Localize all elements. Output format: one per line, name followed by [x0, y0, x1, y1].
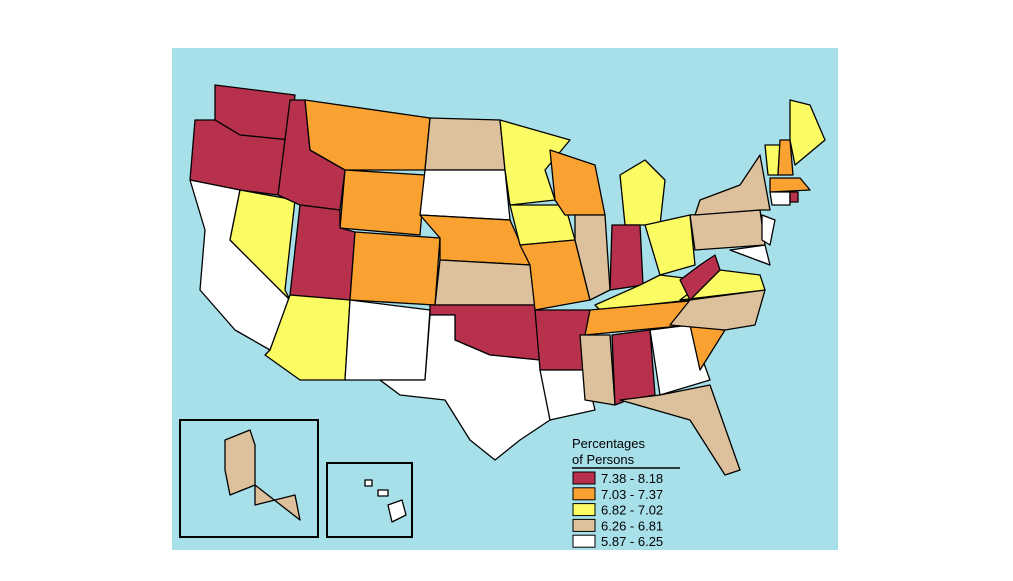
- legend-label: 6.82 - 7.02: [601, 503, 663, 518]
- state: [379, 314, 551, 461]
- state: [364, 479, 373, 487]
- state: [304, 99, 431, 171]
- state: [679, 254, 721, 301]
- state: [344, 299, 431, 381]
- state: [539, 369, 596, 421]
- legend-label: 7.38 - 8.18: [601, 471, 663, 486]
- state: [789, 191, 799, 203]
- state: [769, 191, 791, 206]
- legend-title: of Persons: [572, 452, 635, 467]
- legend-swatch: [572, 471, 596, 485]
- state: [777, 139, 794, 176]
- state: [339, 169, 426, 236]
- legend: Percentages of Persons 7.38 - 8.187.03 -…: [572, 436, 680, 549]
- state: [377, 489, 389, 497]
- state: [424, 117, 506, 171]
- legend-label: 5.87 - 6.25: [601, 534, 663, 549]
- state: [619, 384, 741, 476]
- state: [579, 334, 616, 406]
- state: [694, 154, 771, 216]
- state: [224, 429, 301, 521]
- state: [669, 289, 766, 331]
- state: [769, 177, 811, 193]
- state: [761, 214, 776, 246]
- states: [189, 84, 826, 523]
- state: [644, 214, 696, 276]
- state: [729, 244, 771, 266]
- state: [349, 231, 441, 306]
- state: [609, 224, 644, 291]
- legend-swatch: [572, 534, 596, 548]
- state: [611, 329, 656, 406]
- state: [519, 239, 591, 311]
- legend-label: 6.26 - 6.81: [601, 518, 663, 533]
- state: [574, 214, 611, 301]
- state: [789, 99, 826, 166]
- state: [419, 169, 511, 221]
- state: [689, 209, 766, 251]
- hawaii-inset: [326, 462, 413, 538]
- alaska-inset: [179, 419, 319, 538]
- state: [434, 259, 536, 306]
- legend-swatch: [572, 503, 596, 517]
- state: [387, 499, 407, 523]
- legend-swatch: [572, 487, 596, 501]
- legend-title: Percentages: [572, 436, 645, 451]
- legend-swatch: [572, 518, 596, 532]
- state: [619, 159, 666, 226]
- legend-label: 7.03 - 7.37: [601, 487, 663, 502]
